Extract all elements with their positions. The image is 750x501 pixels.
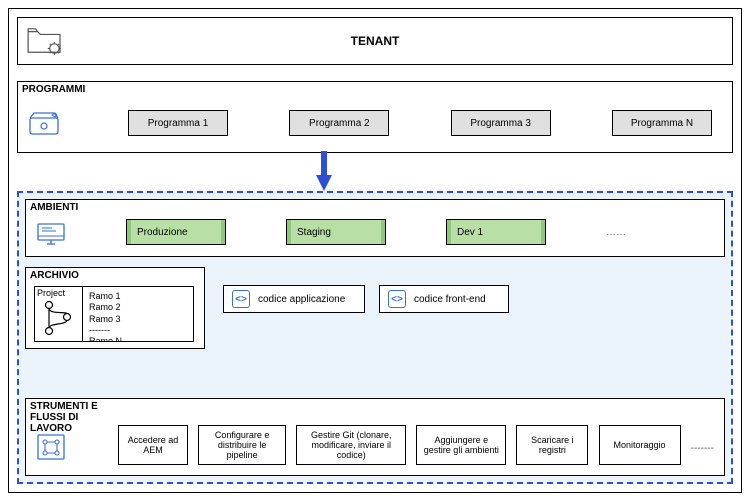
code-icon: <> — [232, 290, 250, 308]
archive-project-label: Project — [37, 288, 65, 298]
environment-item: Staging — [286, 219, 386, 245]
archive-branches: Ramo 1 Ramo 2 Ramo 3 ------- Ramo N — [83, 287, 193, 341]
tool-item: Scaricare i registri — [516, 425, 588, 465]
scope-container: AMBIENTI Produzione Staging Dev 1 …… — [17, 191, 733, 484]
program-item: Programma N — [612, 110, 712, 136]
branch-item: Ramo 1 — [89, 291, 187, 302]
code-application-label: codice applicazione — [258, 294, 345, 305]
monitor-icon — [36, 222, 66, 246]
archive-label: ARCHIVIO — [30, 270, 79, 281]
environment-item: Dev 1 — [446, 219, 546, 245]
programs-row: Programma 1 Programma 2 Programma 3 Prog… — [128, 108, 712, 138]
tenant-title: TENANT — [18, 34, 732, 48]
program-item: Programma 1 — [128, 110, 228, 136]
tool-item: Configurare e distribuire le pipeline — [198, 425, 286, 465]
program-item: Programma 3 — [451, 110, 551, 136]
arrow-down-icon — [314, 151, 334, 191]
tools-row: Accedere ad AEM Configurare e distribuir… — [118, 425, 714, 471]
code-application-box: <> codice applicazione — [223, 285, 365, 313]
environments-box: AMBIENTI Produzione Staging Dev 1 …… — [25, 199, 725, 257]
diagram-canvas: TENANT PROGRAMMI Programma 1 Programma 2… — [8, 8, 742, 493]
code-frontend-box: <> codice front-end — [379, 285, 509, 313]
tool-item: Gestire Git (clonare, modificare, inviar… — [296, 425, 406, 465]
archive-project: Project Ramo 1 Ramo 2 Ramo 3 ------- — [34, 286, 194, 342]
branch-item: ------- — [89, 325, 187, 336]
environments-label: AMBIENTI — [30, 202, 78, 213]
tools-label: STRUMENTI E FLUSSI DI LAVORO — [30, 401, 120, 434]
tool-item: Monitoraggio — [599, 425, 681, 465]
tools-box: STRUMENTI E FLUSSI DI LAVORO Accedere ad… — [25, 398, 725, 476]
package-icon — [28, 110, 62, 138]
environments-row: Produzione Staging Dev 1 …… — [126, 218, 704, 246]
branch-item: Ramo 2 — [89, 302, 187, 313]
branch-item: Ramo N — [89, 336, 187, 341]
archive-box: ARCHIVIO Project Ramo 1 Ramo 2 — [25, 267, 205, 349]
code-icon: <> — [388, 290, 406, 308]
archive-project-left: Project — [35, 287, 83, 341]
environments-more: …… — [606, 227, 626, 238]
tool-item: Aggiungere e gestire gli ambienti — [416, 425, 506, 465]
program-item: Programma 2 — [289, 110, 389, 136]
programs-label: PROGRAMMI — [22, 84, 85, 95]
programs-box: PROGRAMMI Programma 1 Programma 2 Progra… — [17, 81, 733, 153]
tool-item: Accedere ad AEM — [118, 425, 188, 465]
tools-more: ------- — [691, 443, 714, 454]
branch-item: Ramo 3 — [89, 314, 187, 325]
workflow-icon — [36, 433, 66, 461]
code-frontend-label: codice front-end — [414, 294, 486, 305]
environment-item: Produzione — [126, 219, 226, 245]
tenant-box: TENANT — [17, 17, 733, 65]
